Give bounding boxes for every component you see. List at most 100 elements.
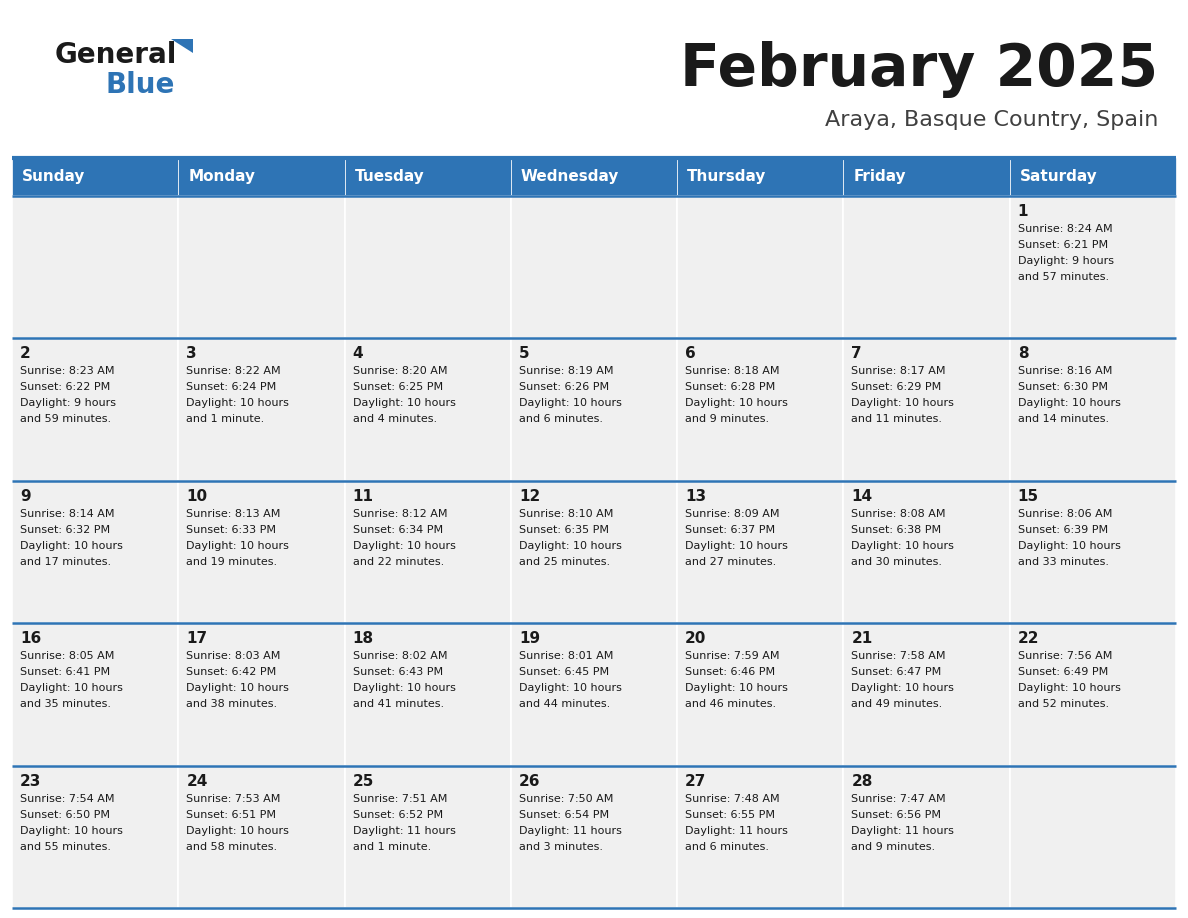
Text: 16: 16 [20,632,42,646]
Bar [511,481,677,623]
Text: Daylight: 10 hours: Daylight: 10 hours [20,825,122,835]
Text: Wednesday: Wednesday [520,170,619,185]
Text: Daylight: 11 hours: Daylight: 11 hours [852,825,954,835]
Text: Sunset: 6:50 PM: Sunset: 6:50 PM [20,810,110,820]
Text: 2: 2 [20,346,31,362]
Bar [677,339,843,481]
Bar [843,623,1010,766]
Text: Sunrise: 7:59 AM: Sunrise: 7:59 AM [685,651,779,661]
Text: and 44 minutes.: and 44 minutes. [519,700,611,710]
Text: Sunrise: 7:47 AM: Sunrise: 7:47 AM [852,793,946,803]
Text: Sunrise: 8:16 AM: Sunrise: 8:16 AM [1018,366,1112,376]
Text: Sunrise: 8:01 AM: Sunrise: 8:01 AM [519,651,613,661]
Text: and 9 minutes.: and 9 minutes. [852,842,936,852]
Bar [677,623,843,766]
Text: 10: 10 [187,488,208,504]
Text: Sunset: 6:56 PM: Sunset: 6:56 PM [852,810,941,820]
Text: 28: 28 [852,774,873,789]
Bar [1010,481,1176,623]
Text: Daylight: 10 hours: Daylight: 10 hours [1018,398,1120,409]
Text: Sunset: 6:54 PM: Sunset: 6:54 PM [519,810,609,820]
Text: Sunrise: 7:56 AM: Sunrise: 7:56 AM [1018,651,1112,661]
Text: 20: 20 [685,632,707,646]
Text: Sunrise: 8:20 AM: Sunrise: 8:20 AM [353,366,447,376]
Text: and 27 minutes.: and 27 minutes. [685,557,777,566]
Bar [511,158,677,196]
Text: Daylight: 11 hours: Daylight: 11 hours [685,825,788,835]
Bar [677,481,843,623]
Text: General: General [55,41,177,69]
Bar [345,481,511,623]
Text: Daylight: 10 hours: Daylight: 10 hours [187,683,289,693]
Text: Daylight: 10 hours: Daylight: 10 hours [353,541,455,551]
Bar [345,339,511,481]
Text: 27: 27 [685,774,707,789]
Text: Sunset: 6:26 PM: Sunset: 6:26 PM [519,383,609,392]
Bar [12,196,178,339]
Text: Sunrise: 8:08 AM: Sunrise: 8:08 AM [852,509,946,519]
Bar [511,196,677,339]
Text: Sunrise: 8:06 AM: Sunrise: 8:06 AM [1018,509,1112,519]
Text: Daylight: 10 hours: Daylight: 10 hours [187,541,289,551]
Text: and 59 minutes.: and 59 minutes. [20,414,112,424]
Text: and 14 minutes.: and 14 minutes. [1018,414,1108,424]
Text: and 58 minutes.: and 58 minutes. [187,842,278,852]
Text: Sunset: 6:46 PM: Sunset: 6:46 PM [685,667,776,677]
Bar [843,339,1010,481]
Bar [178,196,345,339]
Text: Sunset: 6:29 PM: Sunset: 6:29 PM [852,383,942,392]
Text: Daylight: 10 hours: Daylight: 10 hours [353,398,455,409]
Text: 19: 19 [519,632,541,646]
Text: Sunrise: 8:09 AM: Sunrise: 8:09 AM [685,509,779,519]
Bar [677,766,843,908]
Text: and 19 minutes.: and 19 minutes. [187,557,278,566]
Text: and 1 minute.: and 1 minute. [353,842,431,852]
Text: Daylight: 10 hours: Daylight: 10 hours [353,683,455,693]
Bar [1010,766,1176,908]
Text: 14: 14 [852,488,872,504]
Text: 1: 1 [1018,204,1029,219]
Text: 9: 9 [20,488,31,504]
Text: 22: 22 [1018,632,1040,646]
Text: and 6 minutes.: and 6 minutes. [519,414,602,424]
Bar [843,766,1010,908]
Text: 5: 5 [519,346,530,362]
Bar [1010,339,1176,481]
Text: 8: 8 [1018,346,1029,362]
Text: and 9 minutes.: and 9 minutes. [685,414,770,424]
Text: Daylight: 10 hours: Daylight: 10 hours [20,683,122,693]
Text: Sunrise: 8:24 AM: Sunrise: 8:24 AM [1018,224,1112,234]
Text: Sunrise: 8:23 AM: Sunrise: 8:23 AM [20,366,114,376]
Text: Sunset: 6:33 PM: Sunset: 6:33 PM [187,525,277,535]
Text: 17: 17 [187,632,208,646]
Text: Friday: Friday [853,170,906,185]
Text: Sunset: 6:42 PM: Sunset: 6:42 PM [187,667,277,677]
Text: Daylight: 10 hours: Daylight: 10 hours [685,683,788,693]
Text: Sunset: 6:25 PM: Sunset: 6:25 PM [353,383,443,392]
Text: Daylight: 9 hours: Daylight: 9 hours [1018,256,1113,266]
Text: Sunset: 6:39 PM: Sunset: 6:39 PM [1018,525,1108,535]
Bar [12,158,178,196]
Text: Thursday: Thursday [687,170,766,185]
Text: Tuesday: Tuesday [354,170,424,185]
Text: 26: 26 [519,774,541,789]
Text: 13: 13 [685,488,707,504]
Text: Daylight: 10 hours: Daylight: 10 hours [187,398,289,409]
Text: 15: 15 [1018,488,1038,504]
Text: Sunset: 6:41 PM: Sunset: 6:41 PM [20,667,110,677]
Text: 18: 18 [353,632,374,646]
Text: Sunset: 6:24 PM: Sunset: 6:24 PM [187,383,277,392]
Text: Sunrise: 8:18 AM: Sunrise: 8:18 AM [685,366,779,376]
Polygon shape [171,39,192,53]
Text: and 35 minutes.: and 35 minutes. [20,700,110,710]
Text: Sunset: 6:34 PM: Sunset: 6:34 PM [353,525,443,535]
Bar [12,766,178,908]
Text: and 3 minutes.: and 3 minutes. [519,842,602,852]
Bar [677,158,843,196]
Bar [345,623,511,766]
Bar [178,481,345,623]
Text: Daylight: 9 hours: Daylight: 9 hours [20,398,116,409]
Text: Sunrise: 7:54 AM: Sunrise: 7:54 AM [20,793,114,803]
Text: Daylight: 11 hours: Daylight: 11 hours [519,825,621,835]
Bar [12,481,178,623]
